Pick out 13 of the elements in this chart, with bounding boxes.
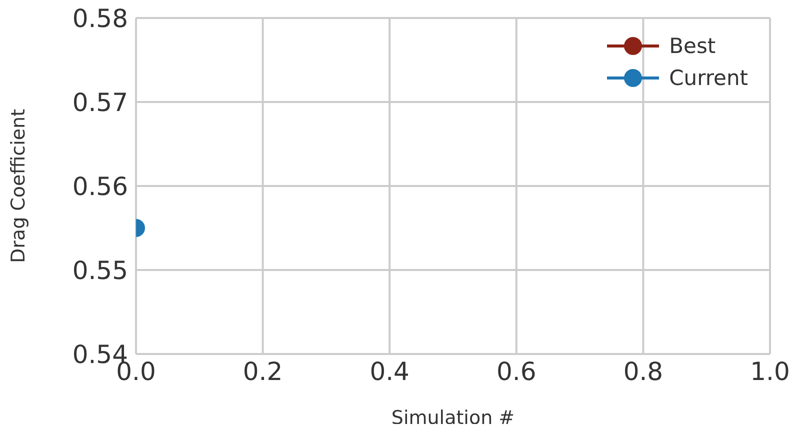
legend-label: Current bbox=[669, 66, 748, 90]
x-tick-label: 0.4 bbox=[370, 356, 410, 386]
x-tick-label: 1.0 bbox=[750, 356, 790, 386]
x-tick-label: 0.2 bbox=[242, 356, 283, 386]
x-tick-label: 0.6 bbox=[496, 356, 536, 386]
y-tick-label: 0.58 bbox=[72, 4, 128, 33]
y-tick-label: 0.55 bbox=[72, 256, 128, 285]
x-tick-label: 0.8 bbox=[623, 356, 664, 386]
legend-label: Best bbox=[669, 34, 716, 58]
y-tick-label: 0.56 bbox=[72, 172, 128, 201]
y-axis-title: Drag Coefficient bbox=[8, 108, 30, 264]
y-tick-label: 0.57 bbox=[72, 88, 128, 117]
x-axis-title: Simulation # bbox=[391, 407, 515, 429]
